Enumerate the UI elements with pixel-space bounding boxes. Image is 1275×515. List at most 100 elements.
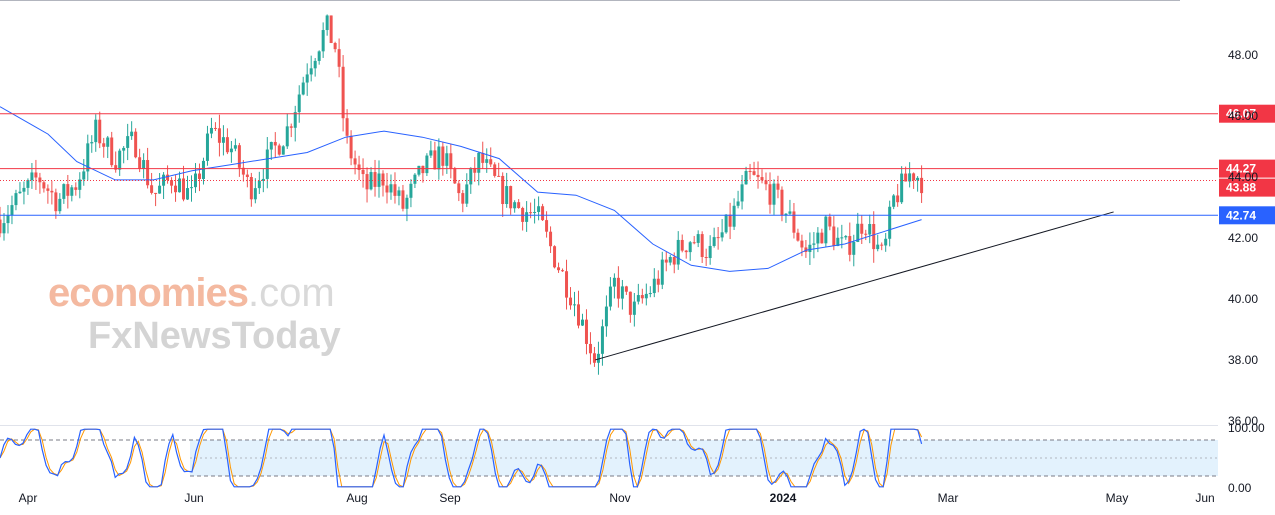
candle-body <box>680 239 684 251</box>
candle-body <box>397 190 401 196</box>
time-tick-label: Nov <box>609 491 630 505</box>
candle-body <box>660 259 664 285</box>
candle-body <box>592 353 596 363</box>
candle-body <box>417 165 421 175</box>
candle-body <box>357 164 361 170</box>
candle-body <box>361 169 365 175</box>
price-badge <box>1219 159 1275 178</box>
candle-body <box>836 237 840 246</box>
candle-body <box>453 168 457 184</box>
candle-body <box>102 143 106 147</box>
candle-body <box>604 306 608 327</box>
candle-body <box>98 119 102 144</box>
candle-body <box>110 137 114 166</box>
candle-body <box>34 172 38 178</box>
candle-body <box>345 118 349 136</box>
candle-body <box>513 202 517 209</box>
candle-body <box>317 51 321 61</box>
candle-body <box>253 188 257 200</box>
candle-body <box>309 68 313 75</box>
candle-body <box>477 152 481 173</box>
price-tick-label: 38.00 <box>1228 353 1258 367</box>
candle-body <box>445 153 449 166</box>
candle-body <box>22 187 26 192</box>
price-tick-label: 44.00 <box>1228 170 1258 184</box>
candle-body <box>393 184 397 196</box>
oscillator-tick-label: 0.00 <box>1228 481 1252 495</box>
time-tick-label: Jun <box>1195 491 1214 505</box>
time-tick-label: Aug <box>346 491 367 505</box>
candle-body <box>373 172 377 187</box>
candle-body <box>178 178 182 193</box>
trendline <box>595 211 1114 361</box>
candle-body <box>209 127 213 134</box>
candle-body <box>900 173 904 203</box>
candle-body <box>126 136 130 148</box>
candle-body <box>628 291 632 315</box>
watermark-line1: economies.com <box>48 271 335 315</box>
candle-body <box>776 183 780 190</box>
candle-body <box>576 304 580 326</box>
candle-body <box>186 188 190 200</box>
candle-body <box>473 167 477 173</box>
candle-body <box>158 185 162 194</box>
candle-body <box>740 184 744 202</box>
candle-body <box>636 295 640 302</box>
candle-body <box>134 131 138 158</box>
candle-body <box>537 206 541 212</box>
candle-body <box>493 164 497 176</box>
candle-body <box>349 135 353 159</box>
price-tick-label: 48.00 <box>1228 48 1258 62</box>
candle-body <box>588 343 592 354</box>
candle-body <box>86 143 90 172</box>
candle-body <box>780 189 784 216</box>
candle-body <box>728 214 732 227</box>
candle-body <box>644 293 648 299</box>
candle-body <box>146 160 150 186</box>
candle-body <box>884 238 888 246</box>
candle-body <box>421 165 425 174</box>
candle-body <box>880 244 884 246</box>
candle-body <box>425 155 429 174</box>
candle-body <box>241 167 245 175</box>
candle-body <box>608 286 612 307</box>
candle-body <box>549 231 553 247</box>
candle-body <box>892 195 896 207</box>
candle-body <box>616 277 620 299</box>
candle-body <box>596 353 600 363</box>
candle-body <box>2 223 6 234</box>
candle-body <box>796 232 800 241</box>
candle-body <box>249 177 253 200</box>
candle-body <box>333 42 337 50</box>
candle-body <box>668 257 672 263</box>
candle-body <box>832 226 836 246</box>
candle-body <box>489 159 493 165</box>
candle-body <box>600 326 604 354</box>
candle-body <box>201 160 205 179</box>
candle-body <box>170 180 174 186</box>
candle-body <box>784 213 788 216</box>
candle-body <box>237 145 241 168</box>
candle-body <box>182 178 186 200</box>
candle-body <box>828 216 832 227</box>
candle-body <box>561 270 565 272</box>
candle-body <box>337 49 341 67</box>
price-badge <box>1219 178 1275 197</box>
candle-body <box>74 187 78 190</box>
candle-body <box>912 173 916 181</box>
candle-body <box>429 150 433 156</box>
candle-body <box>553 246 557 268</box>
price-axis: 48.00 46.00 44.00 42.00 40.00 38.00 36.00 <box>1228 48 1258 428</box>
candle-body <box>664 259 668 263</box>
oscillator-main-line <box>0 428 923 488</box>
candle-body <box>325 15 329 31</box>
candle-body <box>509 186 513 209</box>
candle-body <box>856 223 860 242</box>
candle-body <box>920 177 924 194</box>
candle-body <box>872 224 876 250</box>
candle-body <box>265 149 269 179</box>
candle-body <box>624 286 628 292</box>
candle-body <box>42 182 46 189</box>
candle-body <box>449 153 453 169</box>
